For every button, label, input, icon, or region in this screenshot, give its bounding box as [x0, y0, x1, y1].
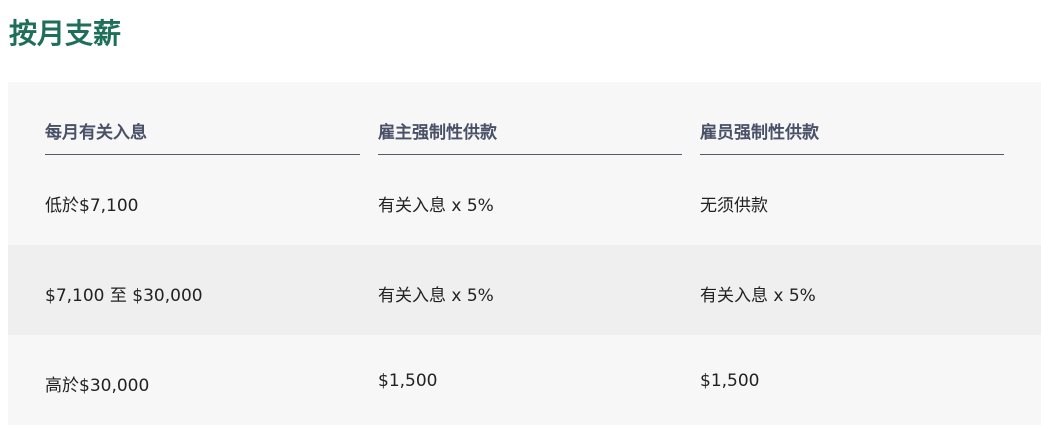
- table-row-stripe: [8, 245, 1041, 335]
- column-header-employee: 雇员强制性供款: [700, 118, 1004, 155]
- table-cell: 高於$30,000: [45, 376, 150, 396]
- table-cell: 低於$7,100: [45, 196, 139, 216]
- table-cell: 无须供款: [700, 196, 768, 216]
- table-cell: 有关入息 x 5%: [700, 286, 816, 306]
- table-cell: $7,100 至 $30,000: [45, 286, 203, 306]
- page-title: 按月支薪: [9, 17, 122, 50]
- table-cell: 有关入息 x 5%: [378, 196, 494, 216]
- table-cell: 有关入息 x 5%: [378, 286, 494, 306]
- table-cell: $1,500: [700, 371, 760, 391]
- column-header-income: 每月有关入息: [45, 118, 360, 155]
- table-cell: $1,500: [378, 371, 438, 391]
- column-header-employer: 雇主强制性供款: [378, 118, 682, 155]
